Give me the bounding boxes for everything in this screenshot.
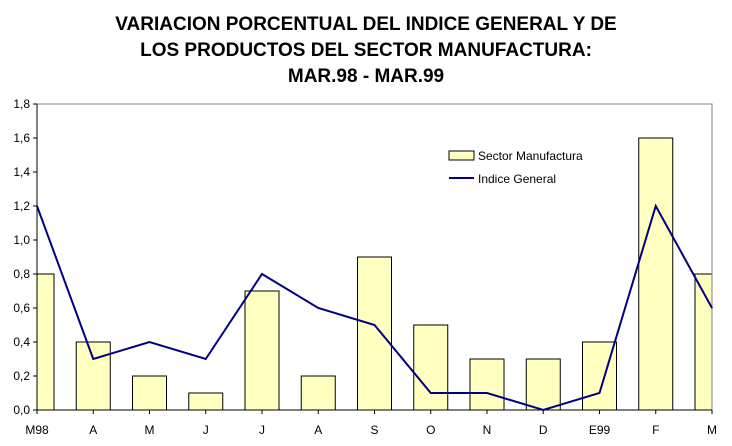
line-point [374, 324, 375, 326]
line-point [92, 358, 94, 360]
x-tick-label: J [259, 423, 265, 437]
bar [525, 358, 561, 410]
bar [469, 358, 505, 410]
line-point [36, 205, 38, 207]
title-line-1: VARIACION PORCENTUAL DEL INDICE GENERAL … [115, 14, 617, 35]
bar [132, 375, 167, 410]
line-point [261, 273, 263, 275]
bar [638, 137, 674, 410]
x-tick-label: N [483, 423, 492, 437]
line-series [36, 203, 713, 412]
line-point [430, 392, 432, 394]
line-point [317, 307, 319, 309]
axes: 0,0 0,2 0,4 0,6 0,8 1,0 1,2 1,4 1,6 1,8 M98 A M J J A S O… [13, 97, 717, 437]
chart-title: VARIACION PORCENTUAL DEL INDICE GENERAL … [0, 12, 732, 90]
title-line-3: MAR.98 - MAR.99 [287, 66, 445, 87]
bar [357, 256, 392, 410]
x-tick-label: J [203, 423, 209, 437]
line-point [711, 307, 713, 309]
x-tick-label: M [707, 423, 717, 437]
x-tick-label: E99 [589, 423, 611, 437]
x-tick-label: M [145, 423, 155, 437]
y-tick-label: 1,2 [13, 199, 30, 213]
legend: Sector Manufactura Indice General [448, 149, 583, 186]
bar [694, 273, 712, 410]
line-point [149, 341, 150, 343]
y-tick-label: 0,8 [13, 267, 30, 281]
bar-series [37, 137, 712, 410]
bar [300, 375, 336, 410]
x-tick-label: O [426, 423, 435, 437]
y-tick-label: 0,0 [13, 403, 30, 417]
bar [244, 290, 280, 410]
y-tick-label: 1,6 [13, 131, 30, 145]
legend-label-bar: Sector Manufactura [478, 149, 583, 163]
x-tick-label: D [539, 423, 548, 437]
line-point [542, 409, 544, 411]
x-tick-label: A [89, 423, 97, 437]
title-line-2: LOS PRODUCTOS DEL SECTOR MANUFACTURA: [140, 40, 592, 61]
x-tick-label: S [370, 423, 378, 437]
y-tick-label: 1,8 [13, 97, 30, 111]
bar [188, 392, 224, 410]
line-point [599, 392, 600, 394]
bar [75, 341, 111, 410]
line-point [205, 358, 207, 360]
y-tick-label: 0,2 [13, 369, 30, 383]
legend-label-line: Indice General [478, 172, 556, 186]
bar [413, 324, 449, 410]
y-tick-label: 0,4 [13, 335, 30, 349]
y-tick-label: 1,4 [13, 165, 30, 179]
x-tick-label: F [652, 423, 659, 437]
y-tick-label: 1,0 [13, 233, 30, 247]
y-tick-label: 0,6 [13, 301, 30, 315]
line-point [655, 205, 657, 207]
legend-bar-swatch [448, 150, 475, 161]
x-tick-label: A [314, 423, 322, 437]
bar [37, 273, 55, 410]
line-point [486, 392, 488, 394]
x-tick-label: M98 [25, 423, 49, 437]
